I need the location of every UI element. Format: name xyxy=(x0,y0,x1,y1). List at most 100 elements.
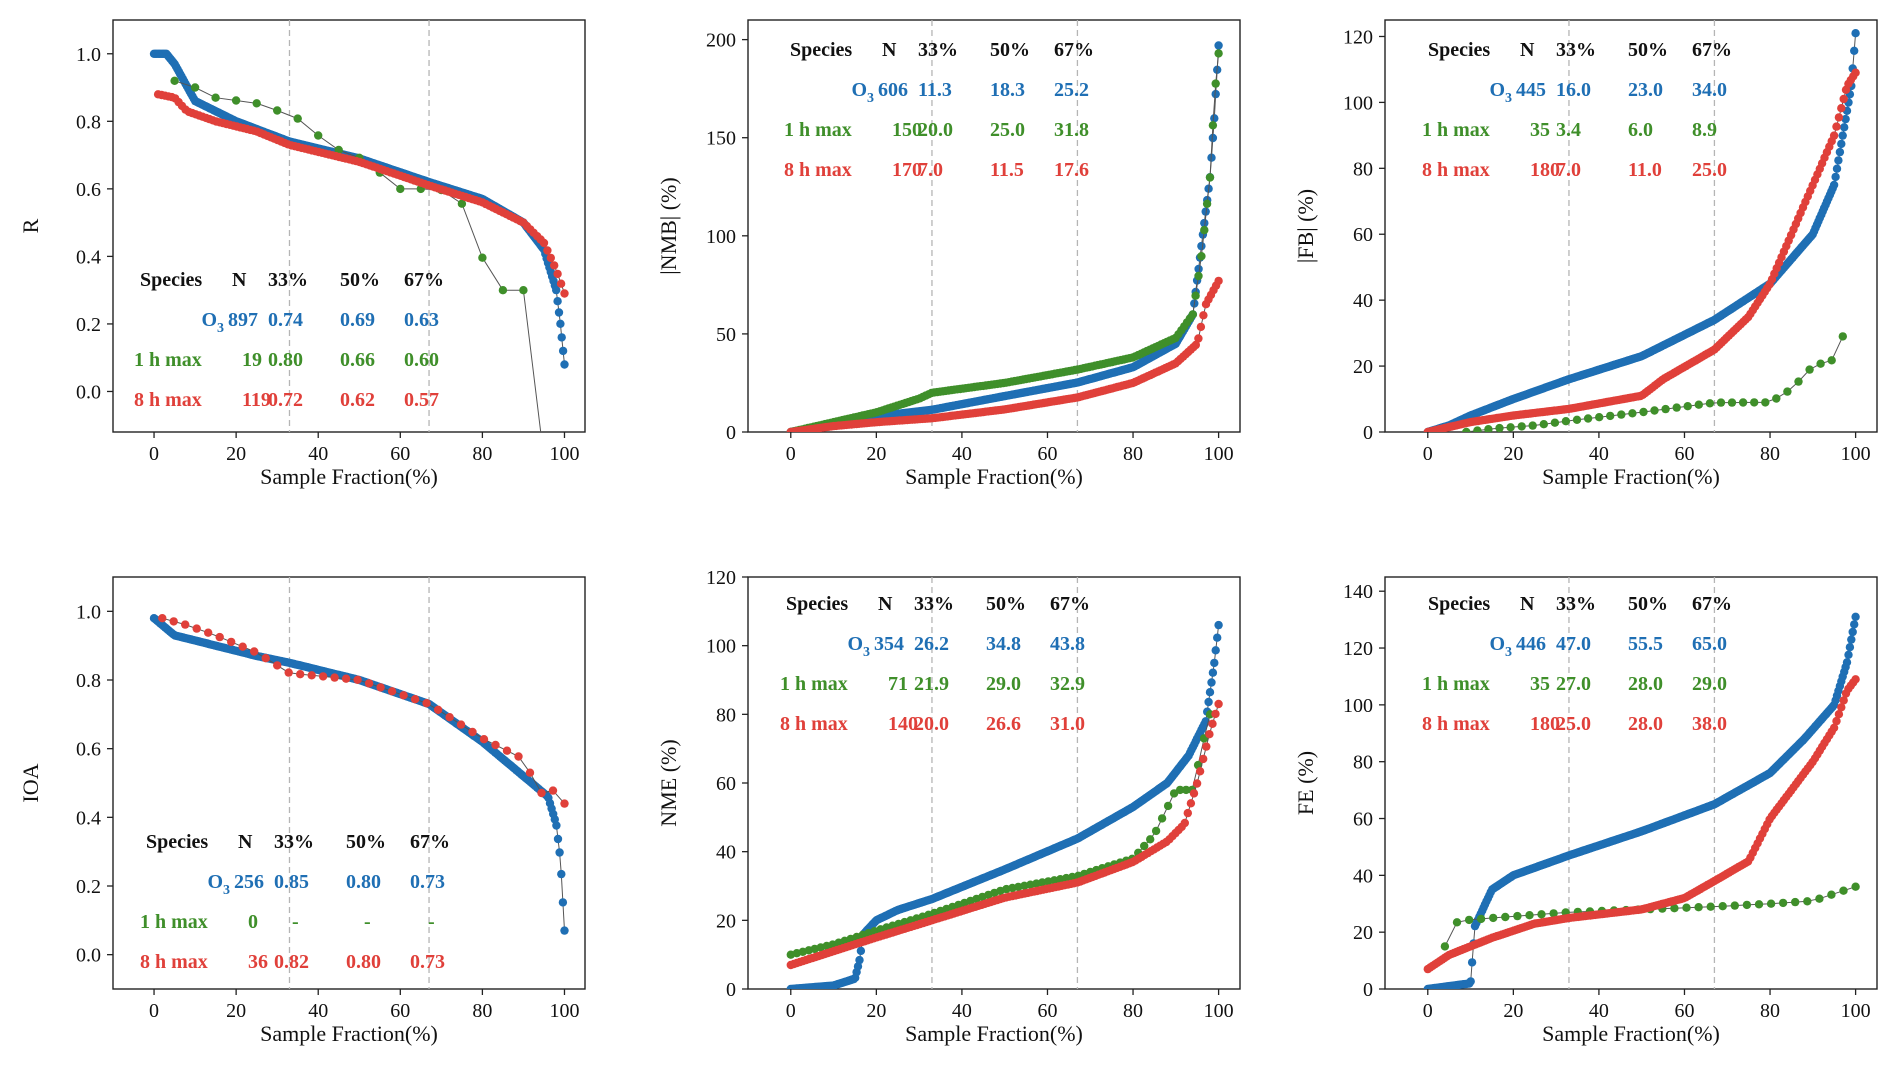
data-point xyxy=(1189,789,1199,798)
percentile-value: 11.5 xyxy=(990,159,1024,181)
x-axis-label: Sample Fraction(%) xyxy=(1542,1021,1720,1046)
y-axis-label: NME (%) xyxy=(656,739,681,826)
data-point xyxy=(1730,901,1740,910)
x-tick-label: 80 xyxy=(1760,443,1780,465)
y-axis-label: IOA xyxy=(18,763,43,802)
data-point xyxy=(318,672,328,681)
data-point xyxy=(1452,918,1462,927)
y-tick-label: 0.2 xyxy=(76,314,101,336)
y-tick-label: 200 xyxy=(706,30,736,52)
table-header-cell: Species xyxy=(140,269,202,291)
chart-panel-3: 0 20 40 60 80 100 0 20 40 60 80 100 120 Sample Fracti… xyxy=(1293,19,1878,489)
data-point xyxy=(853,962,863,971)
y-tick-label: 0.6 xyxy=(76,739,101,761)
x-tick-label: 40 xyxy=(308,443,328,465)
x-tick-label: 0 xyxy=(1423,1000,1433,1022)
data-point xyxy=(856,946,866,956)
data-point xyxy=(1718,902,1727,911)
data-point xyxy=(376,683,385,692)
percentile-value: 0.57 xyxy=(404,389,439,411)
data-point xyxy=(1628,409,1637,418)
y-tick-label: 0.2 xyxy=(76,876,101,898)
data-point xyxy=(519,286,528,295)
x-tick-label: 60 xyxy=(1674,443,1694,465)
sample-count: 35 xyxy=(1530,673,1550,695)
data-point xyxy=(1791,897,1800,907)
data-point xyxy=(1694,903,1703,912)
percentile-value: 8.9 xyxy=(1692,119,1717,141)
x-axis-label: Sample Fraction(%) xyxy=(905,1021,1083,1046)
percentile-value: 16.0 xyxy=(1556,79,1591,101)
species-subscript: 3 xyxy=(217,321,224,336)
percentile-value: 11.3 xyxy=(918,79,952,101)
species-subscript: 3 xyxy=(1505,91,1512,106)
data-point xyxy=(1163,801,1173,811)
data-point xyxy=(1202,742,1211,751)
table-header-cell: N xyxy=(1520,593,1535,615)
species-name: 1 h max xyxy=(1422,673,1490,695)
series-h1 xyxy=(786,49,1223,432)
stats-table: Species N 33% 50% 67%O3 606 11.3 18.3 25.21 h ma… xyxy=(784,39,1094,181)
species-name: 1 h max xyxy=(780,673,848,695)
sample-count: 119 xyxy=(242,389,271,411)
table-header-cell: 50% xyxy=(986,593,1026,615)
data-point xyxy=(1705,399,1715,408)
data-point xyxy=(1200,225,1209,235)
data-point xyxy=(387,687,397,696)
data-point xyxy=(1196,322,1206,332)
percentile-value: 34.8 xyxy=(986,633,1021,655)
plot-frame xyxy=(112,19,586,433)
species-symbol: O xyxy=(847,633,863,655)
percentile-value: - xyxy=(364,911,371,933)
data-point xyxy=(1462,427,1471,432)
table-header-cell: 50% xyxy=(346,831,386,853)
data-point xyxy=(1683,402,1692,411)
data-point xyxy=(1180,818,1190,828)
data-point xyxy=(1204,697,1213,707)
data-point xyxy=(1539,420,1549,429)
percentile-value: 25.0 xyxy=(1692,159,1727,181)
data-point xyxy=(1201,207,1210,216)
data-point xyxy=(1213,633,1222,642)
data-point xyxy=(1517,422,1526,431)
data-point xyxy=(341,674,351,683)
percentile-value: 11.0 xyxy=(1628,159,1662,181)
y-tick-label: 0 xyxy=(726,422,736,444)
data-point xyxy=(1838,332,1848,341)
x-tick-label: 80 xyxy=(1123,443,1143,465)
data-point xyxy=(1827,356,1836,365)
data-point xyxy=(1834,156,1843,165)
percentile-value: - xyxy=(292,911,299,933)
y-tick-label: 1.0 xyxy=(76,44,101,66)
table-row: 1 h max 35 27.0 28.0 29.0 xyxy=(1422,673,1727,695)
table-header-cell: 67% xyxy=(410,831,450,853)
table-row: 1 h max 71 21.9 29.0 32.9 xyxy=(780,673,1085,695)
y-tick-label: 1.0 xyxy=(76,601,101,623)
table-header-cell: 33% xyxy=(1556,593,1596,615)
data-point xyxy=(1501,912,1510,922)
x-tick-label: 0 xyxy=(149,1000,159,1022)
data-point xyxy=(1466,977,1475,986)
data-point xyxy=(1484,425,1493,432)
percentile-value: 0.74 xyxy=(268,309,303,331)
data-point xyxy=(457,199,467,208)
species-name: 8 h max xyxy=(140,951,208,973)
data-point xyxy=(553,297,562,306)
data-point xyxy=(560,926,569,935)
data-point xyxy=(1832,122,1841,131)
data-point xyxy=(353,675,362,684)
x-axis-label: Sample Fraction(%) xyxy=(260,464,438,489)
data-point xyxy=(1805,365,1814,374)
x-tick-label: 20 xyxy=(226,1000,246,1022)
data-point xyxy=(1847,635,1856,644)
chart-panel-6: 0 20 40 60 80 100 0 20 40 60 80 100 120 140 Sample Fra… xyxy=(1293,576,1878,1046)
series-h1 xyxy=(1462,332,1848,432)
data-point xyxy=(1211,89,1220,99)
species-name: 8 h max xyxy=(780,713,848,735)
data-point xyxy=(1550,418,1560,427)
x-tick-label: 20 xyxy=(866,443,886,465)
data-point xyxy=(1650,406,1659,415)
species-subscript: 3 xyxy=(867,91,874,106)
